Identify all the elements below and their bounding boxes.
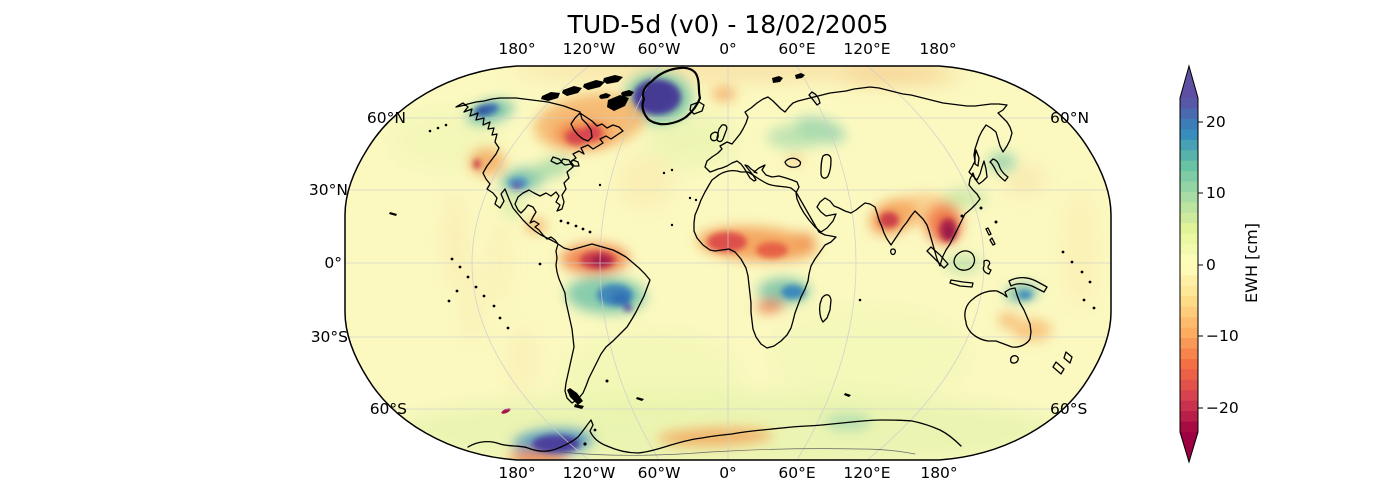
colorbar-outline — [1179, 64, 1199, 464]
lon-label-top-180w: 180° — [498, 40, 536, 58]
coast-australia — [964, 287, 1032, 348]
coast-japan — [989, 158, 1009, 182]
lat-label-right-60n: 60°N — [1050, 109, 1090, 127]
coast-philippines — [985, 227, 996, 246]
coast-south-america — [555, 243, 651, 404]
coast-eurasia — [704, 86, 1013, 267]
coast-new-zealand — [1052, 351, 1073, 375]
figure-title: TUD-5d (v0) - 18/02/2005 — [567, 10, 889, 39]
coast-sulawesi — [982, 259, 992, 275]
colorbar-tick-20: 20 — [1206, 113, 1226, 131]
colorbar-label: EWH [cm] — [1242, 223, 1261, 303]
colorbar-tick-10: 10 — [1206, 184, 1226, 202]
coast-iceland — [689, 101, 705, 115]
lat-label-left-30n: 30°N — [308, 181, 348, 199]
lat-label-left-0: 0° — [324, 254, 342, 272]
coast-greenland — [641, 66, 702, 126]
lon-label-bottom-0: 0° — [719, 464, 737, 482]
coast-ireland — [709, 131, 719, 142]
coast-great-lakes — [550, 156, 580, 167]
coast-sumatra — [926, 246, 949, 269]
coast-north-america — [455, 97, 624, 245]
lat-label-right-60s: 60°S — [1050, 400, 1088, 418]
lat-label-left-60n: 60°N — [366, 109, 406, 127]
coast-caspian-sea — [820, 153, 832, 179]
anomaly-cores — [473, 79, 1032, 453]
colorbar — [1179, 64, 1203, 464]
colorbar-ticks — [1198, 121, 1203, 409]
lon-label-top-0: 0° — [719, 40, 737, 58]
islands — [389, 73, 1096, 446]
lon-label-top-180e: 180° — [919, 40, 957, 58]
coast-black-sea — [784, 157, 802, 168]
lon-label-bottom-60w: 60°W — [637, 464, 681, 482]
lon-label-bottom-60e: 60°E — [778, 464, 816, 482]
lon-label-bottom-120w: 120°W — [562, 464, 616, 482]
lat-label-left-60s: 60°S — [369, 400, 407, 418]
coast-tasmania — [1009, 355, 1019, 364]
lon-label-top-120e: 120°E — [843, 40, 891, 58]
lat-label-left-30s: 30°S — [310, 328, 348, 346]
coast-sakhalin — [974, 149, 980, 167]
lon-label-bottom-180e: 180° — [920, 464, 958, 482]
colorbar-tick-m20: −20 — [1206, 399, 1239, 417]
coast-antarctica — [467, 419, 962, 454]
colorbar-gradient — [1180, 98, 1198, 433]
map-boundary — [344, 65, 1112, 461]
lon-label-top-120w: 120°W — [562, 40, 616, 58]
coast-novaya-zemlya — [808, 91, 821, 106]
graticule — [345, 66, 1111, 460]
coastlines — [455, 66, 1073, 456]
lon-label-bottom-180w: 180° — [498, 464, 536, 482]
lon-label-top-60w: 60°W — [637, 40, 681, 58]
colorbar-tick-0: 0 — [1206, 256, 1216, 274]
coast-sri-lanka — [889, 248, 897, 256]
coast-borneo — [953, 250, 976, 271]
coast-new-guinea — [1008, 276, 1048, 293]
world-map — [345, 66, 1111, 460]
colorbar-arrow-down — [1180, 432, 1198, 462]
south-ocean-red-sliver — [501, 408, 511, 414]
lon-label-top-60e: 60°E — [778, 40, 816, 58]
antarctica-ice-line — [559, 448, 916, 456]
lon-label-bottom-120e: 120°E — [843, 464, 891, 482]
colorbar-arrow-up — [1180, 66, 1198, 98]
colorbar-tick-m10: −10 — [1206, 327, 1239, 345]
coast-madagascar — [818, 294, 832, 323]
coast-java — [949, 279, 974, 288]
